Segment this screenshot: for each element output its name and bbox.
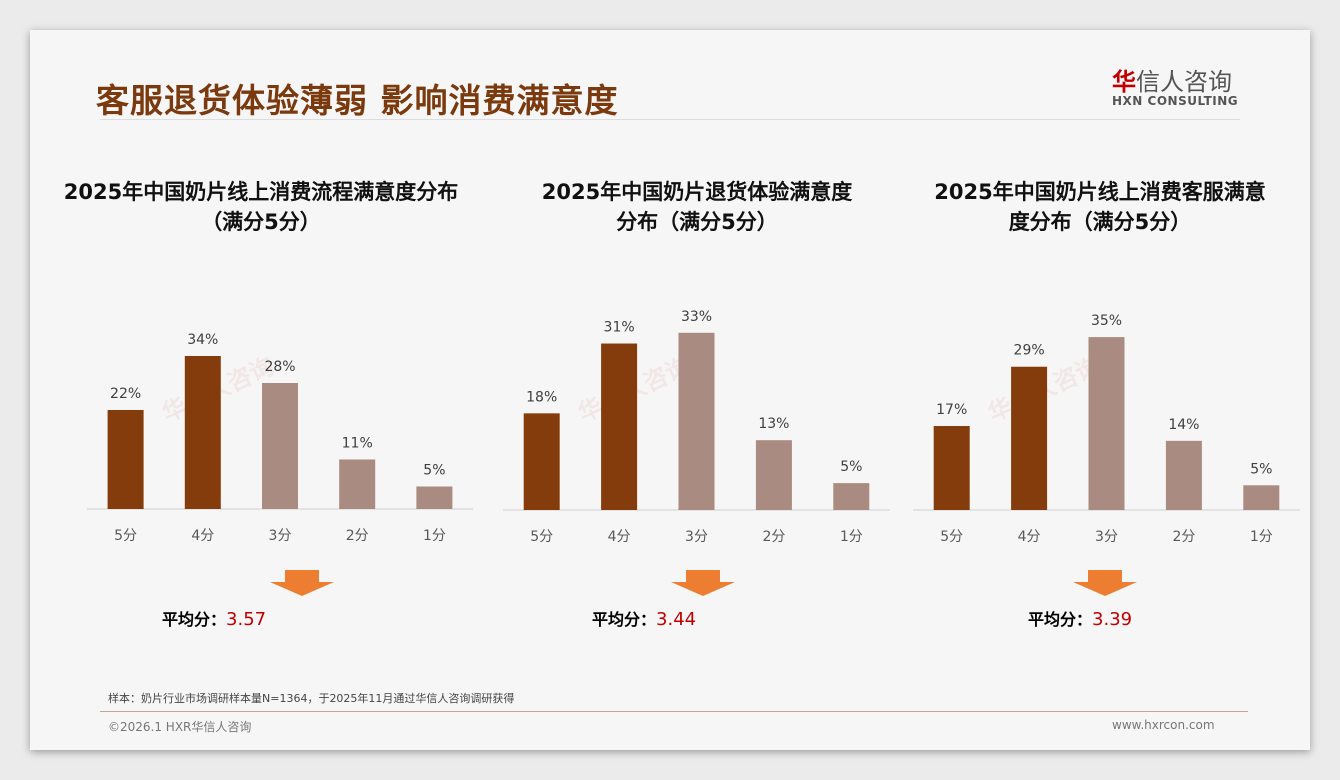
data-label: 5%: [1250, 461, 1272, 477]
x-tick-label: 2分: [346, 528, 369, 544]
average-label: 平均分：: [1028, 610, 1093, 629]
logo-subtitle: HXN CONSULTING: [1112, 94, 1239, 108]
x-tick-label: 2分: [1172, 529, 1195, 545]
data-label: 28%: [264, 359, 295, 375]
down-arrow-icon: [1073, 570, 1137, 596]
x-tick-label: 3分: [269, 528, 292, 544]
chart-title-line: 分布（满分5分）: [616, 210, 778, 234]
bar: [184, 356, 221, 509]
x-tick-label: 5分: [530, 529, 553, 545]
bar: [1088, 337, 1125, 510]
x-tick-label: 4分: [1018, 529, 1041, 545]
chart-title: 2025年中国奶片线上消费流程满意度分布 （满分5分）: [31, 177, 491, 237]
average-value: 3.44: [656, 609, 697, 630]
x-tick-label: 1分: [840, 529, 863, 545]
logo-text: 信人咨询: [1136, 68, 1232, 96]
data-label: 18%: [526, 389, 557, 405]
bar: [339, 459, 376, 509]
x-tick-label: 5分: [940, 529, 963, 545]
chart-title: 2025年中国奶片退货体验满意度 分布（满分5分）: [467, 177, 927, 237]
x-tick-label: 3分: [685, 529, 708, 545]
data-label: 29%: [1014, 343, 1045, 359]
x-tick-label: 5分: [114, 528, 137, 544]
x-tick-label: 1分: [423, 528, 446, 544]
bar: [107, 410, 144, 509]
bar: [523, 413, 560, 510]
x-tick-label: 4分: [191, 528, 214, 544]
footer-divider: [100, 711, 1248, 712]
chart-title-line: 度分布（满分5分）: [1008, 210, 1192, 234]
data-label: 11%: [342, 436, 373, 452]
bar-chart: 17% 5分 29% 4分 35% 3分 14% 2分 5% 1分: [913, 313, 1300, 596]
bar: [1165, 440, 1202, 510]
bar: [1011, 366, 1048, 510]
bar: [416, 486, 453, 509]
bar: [833, 483, 870, 510]
x-tick-label: 3分: [1095, 529, 1118, 545]
bar-chart: 18% 5分 31% 4分 33% 3分 13% 2分 5% 1分: [503, 309, 890, 596]
chart-title-line: 2025年中国奶片线上消费流程满意度分布: [63, 180, 459, 204]
bar: [755, 440, 792, 510]
data-label: 13%: [758, 416, 789, 432]
average-score: 平均分：3.39: [1028, 606, 1132, 630]
chart-title-line: （满分5分）: [201, 210, 321, 234]
data-label: 5%: [840, 459, 862, 475]
bar: [933, 426, 970, 510]
average-value: 3.57: [226, 609, 267, 630]
title-divider: [100, 119, 1240, 120]
data-label: 33%: [681, 309, 712, 325]
data-label: 17%: [936, 402, 967, 418]
data-label: 34%: [187, 332, 218, 348]
chart-title: 2025年中国奶片线上消费客服满意 度分布（满分5分）: [870, 177, 1330, 237]
logo: 华信人咨询: [1112, 62, 1232, 97]
slide: 客服退货体验薄弱 影响消费满意度 华信人咨询 HXN CONSULTING 20…: [30, 30, 1310, 750]
average-value: 3.39: [1092, 609, 1133, 630]
average-label: 平均分：: [162, 610, 227, 629]
data-label: 14%: [1168, 417, 1199, 433]
data-label: 22%: [110, 386, 141, 402]
data-label: 35%: [1091, 313, 1122, 329]
average-score: 平均分：3.57: [162, 606, 266, 630]
chart-title-line: 2025年中国奶片线上消费客服满意: [934, 180, 1266, 204]
bar: [1243, 485, 1280, 510]
down-arrow-icon: [671, 570, 735, 596]
x-tick-label: 4分: [608, 529, 631, 545]
website: www.hxrcon.com: [1112, 718, 1215, 732]
chart-title-line: 2025年中国奶片退货体验满意度: [541, 180, 853, 204]
sample-note: 样本：奶片行业市场调研样本量N=1364，于2025年11月通过华信人咨询调研获…: [108, 692, 515, 705]
average-score: 平均分：3.44: [592, 606, 696, 630]
data-label: 31%: [604, 320, 635, 336]
bar: [262, 383, 298, 509]
logo-accent: 华: [1112, 68, 1136, 96]
bar: [678, 332, 715, 510]
data-label: 5%: [423, 463, 445, 479]
bar-chart: 22% 5分 34% 4分 28% 3分 11% 2分 5% 1分: [87, 332, 473, 596]
bar: [601, 343, 638, 510]
x-tick-label: 1分: [1250, 529, 1273, 545]
average-label: 平均分：: [592, 610, 657, 629]
page-title: 客服退货体验薄弱 影响消费满意度: [96, 81, 619, 120]
down-arrow-icon: [270, 570, 334, 596]
copyright: ©2026.1 HXR华信人咨询: [108, 720, 252, 734]
x-tick-label: 2分: [762, 529, 785, 545]
